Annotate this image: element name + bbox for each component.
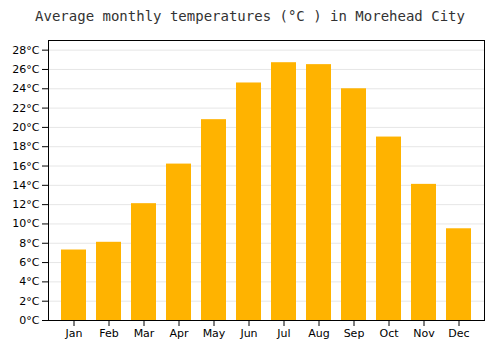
svg-text:Jul: Jul	[276, 327, 290, 340]
svg-text:12°C: 12°C	[12, 198, 39, 211]
svg-text:Apr: Apr	[169, 327, 189, 340]
svg-text:24°C: 24°C	[12, 82, 39, 95]
svg-text:6°C: 6°C	[19, 256, 39, 269]
svg-text:Mar: Mar	[134, 327, 155, 340]
svg-text:Sep: Sep	[344, 327, 365, 340]
svg-text:8°C: 8°C	[19, 237, 39, 250]
svg-text:16°C: 16°C	[12, 160, 39, 173]
svg-text:Feb: Feb	[99, 327, 118, 340]
svg-text:May: May	[203, 327, 226, 340]
svg-text:20°C: 20°C	[12, 121, 39, 134]
svg-text:Jun: Jun	[239, 327, 257, 340]
svg-text:Nov: Nov	[413, 327, 435, 340]
svg-text:Jan: Jan	[65, 327, 83, 340]
svg-text:Dec: Dec	[448, 327, 469, 340]
svg-text:Oct: Oct	[379, 327, 399, 340]
svg-text:10°C: 10°C	[12, 217, 39, 230]
svg-text:Aug: Aug	[308, 327, 329, 340]
svg-text:4°C: 4°C	[19, 275, 39, 288]
svg-text:0°C: 0°C	[19, 314, 39, 327]
svg-text:26°C: 26°C	[12, 63, 39, 76]
svg-text:2°C: 2°C	[19, 295, 39, 308]
svg-text:14°C: 14°C	[12, 179, 39, 192]
html-text:Average monthly temperatures (: Average monthly temperatures (°C ) in Mo…	[35, 8, 465, 24]
svg-text:22°C: 22°C	[12, 102, 39, 115]
svg-text:28°C: 28°C	[12, 44, 39, 57]
svg-text:18°C: 18°C	[12, 140, 39, 153]
